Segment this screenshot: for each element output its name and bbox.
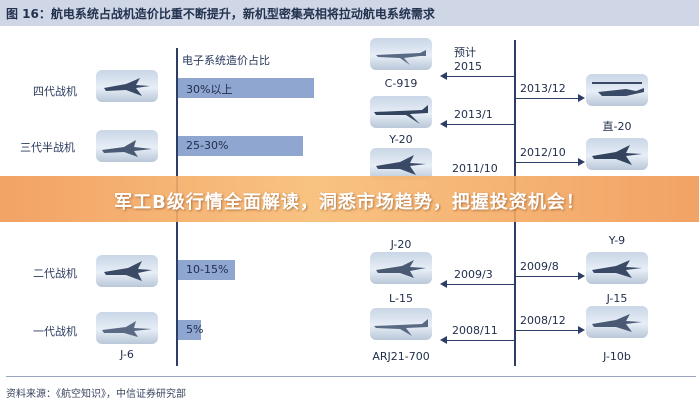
share-bar-gen2 (178, 260, 235, 280)
year-c919: 2015 (454, 60, 482, 73)
arrow-line-z20 (516, 98, 580, 99)
axis-title: 电子系统造价占比 (182, 54, 270, 67)
plane-name-y9: Y-9 (608, 234, 626, 247)
row-label-gen4: 四代战机 (33, 85, 77, 98)
plane-photo-arj21 (370, 308, 432, 340)
arrow-line-j10b (516, 330, 580, 331)
trainer-silhouette-icon (376, 260, 426, 278)
arrow-head-arj21 (440, 336, 447, 344)
year-arj21: 2008/11 (452, 324, 498, 337)
arrow-line-arj21 (446, 340, 514, 341)
fighter-silhouette-icon (104, 78, 150, 96)
plane-name-j10b: J-10b (603, 350, 631, 363)
year-note-c919: 预计 (454, 46, 476, 59)
figure-title: 图 16：航电系统占战机造价比重不断提升，新机型密集亮相将拉动航电系统需求 (6, 7, 435, 21)
row-label-gen1: 一代战机 (33, 325, 77, 338)
plane-name-j20: J-20 (390, 238, 412, 251)
figure-header (0, 0, 699, 26)
promo-banner[interactable] (0, 176, 699, 222)
share-bar-gen4 (178, 78, 314, 98)
share-bar-gen35 (178, 136, 303, 156)
fighter-silhouette-icon (102, 140, 152, 157)
year-j20: 2011/10 (452, 162, 498, 175)
plane-photo-y20 (370, 96, 432, 128)
fighter-silhouette-icon (376, 155, 426, 175)
source-note: 资料来源：《航空知识》，中信证券研究部 (6, 389, 186, 400)
bar-label-gen1: 5% (186, 323, 204, 336)
plane-photo-gen4 (96, 70, 158, 102)
bar-label-gen4: 30%以上 (186, 83, 233, 96)
plane-photo-l15 (370, 252, 432, 284)
year-j10b: 2008/12 (520, 314, 566, 327)
plane-photo-j10b (586, 306, 648, 338)
arrow-head-y9 (578, 158, 585, 166)
year-y9: 2012/10 (520, 146, 566, 159)
year-z20: 2013/12 (520, 82, 566, 95)
plane-name-y20: Y-20 (389, 133, 413, 146)
bar-label-gen2: 10-15% (186, 263, 229, 276)
transport-silhouette-icon (374, 105, 428, 124)
fighter-silhouette-icon (592, 145, 642, 165)
arrow-head-c919 (440, 72, 447, 80)
year-j15: 2009/8 (520, 260, 559, 273)
arrow-line-y9 (516, 162, 580, 163)
plane-photo-gen2 (96, 255, 158, 287)
arrow-head-j10b (578, 326, 585, 334)
plane-photo-j15 (586, 252, 648, 284)
share-bar-gen1 (178, 320, 201, 340)
plane-name-l15: L-15 (389, 292, 413, 305)
plane-photo-c919 (370, 38, 432, 70)
arrow-head-y20 (440, 120, 447, 128)
plane-photo-gen35 (96, 130, 158, 162)
plane-name-c919: C-919 (384, 77, 418, 90)
plane-photo-gen1 (96, 312, 158, 344)
arrow-line-c919 (446, 76, 514, 77)
arrow-line-y20 (446, 124, 514, 125)
arrow-line-j15 (516, 276, 580, 277)
arrow-line-l15 (446, 284, 514, 285)
row-label-gen35: 三代半战机 (20, 141, 75, 154)
fighter-silhouette-icon (592, 260, 642, 278)
airliner-silhouette-icon (374, 319, 428, 336)
plane-name-j15: J-15 (606, 292, 628, 305)
arrow-head-j15 (578, 272, 585, 280)
helicopter-silhouette-icon (592, 82, 644, 96)
plane-photo-j20-upper (370, 148, 432, 180)
plane-photo-z20 (586, 74, 648, 106)
promo-banner-text[interactable]: 军工B级行情全面解读，洞悉市场趋势，把握投资机会！ (114, 192, 585, 213)
airliner-silhouette-icon (376, 50, 426, 65)
plane-name-j6: J-6 (120, 348, 134, 361)
arrow-head-l15 (440, 280, 447, 288)
year-y20: 2013/1 (454, 108, 493, 121)
row-label-gen2: 二代战机 (33, 267, 77, 280)
footer-divider (6, 376, 696, 377)
bar-label-gen35: 25-30% (186, 139, 229, 152)
fighter-silhouette-icon (104, 261, 152, 281)
plane-name-arj21: ARJ21-700 (372, 350, 430, 363)
arrow-head-z20 (578, 94, 585, 102)
fighter-silhouette-icon (592, 314, 642, 332)
plane-photo-y9 (586, 138, 648, 170)
plane-name-z20: 直-20 (602, 120, 632, 133)
fighter-silhouette-icon (102, 321, 152, 337)
year-l15: 2009/3 (454, 268, 493, 281)
